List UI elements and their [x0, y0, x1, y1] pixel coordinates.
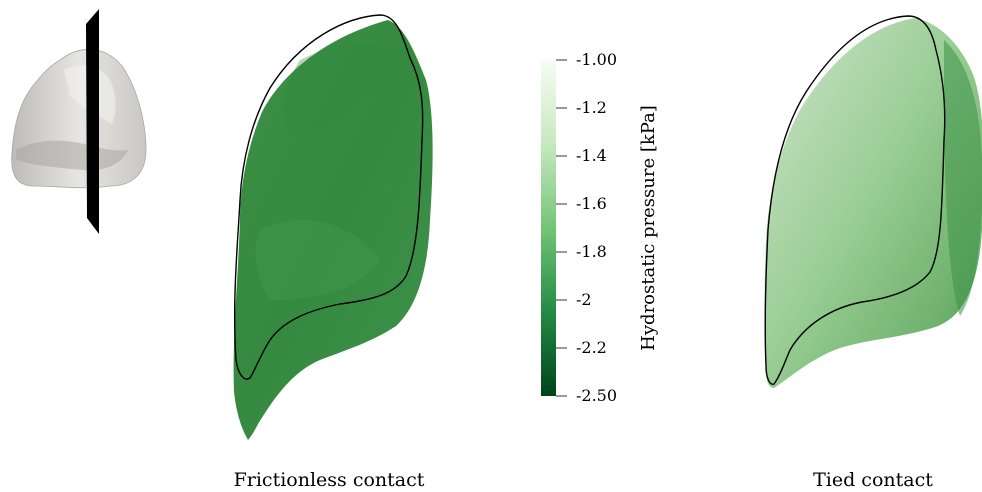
frictionless-caption: Frictionless contact	[234, 469, 425, 491]
colorbar-gradient	[541, 60, 556, 396]
colorbar-tick-label: -1.4	[576, 146, 607, 165]
colorbar-tick-label: -1.8	[576, 242, 607, 261]
frictionless-deformed-shape	[233, 20, 433, 440]
tied-panel	[764, 15, 982, 388]
tied-right-edge-shade	[944, 40, 982, 316]
cutting-plane	[86, 9, 99, 234]
colorbar-tick-label: -1.00	[576, 50, 617, 69]
colorbar: -1.00 -1.2 -1.4 -1.6 -1.8 -2 -2.2 -2.50 Hydrost…	[541, 50, 659, 405]
colorbar-tick-label: -2	[576, 290, 592, 309]
tied-reference-outline	[764, 15, 946, 385]
frictionless-facet-light	[255, 220, 380, 300]
colorbar-tick-label: -1.6	[576, 194, 607, 213]
colorbar-label: Hydrostatic pressure [kPa]	[638, 105, 659, 351]
colorbar-ticks: -1.00 -1.2 -1.4 -1.6 -1.8 -2 -2.2 -2.50	[556, 50, 617, 405]
colorbar-tick-label: -1.2	[576, 98, 607, 117]
frictionless-facet-shade	[283, 43, 400, 140]
frictionless-panel	[233, 14, 433, 440]
inset-lung-3d	[11, 9, 147, 234]
tied-deformed-shape	[764, 18, 982, 388]
colorbar-tick-label: -2.2	[576, 338, 607, 357]
frictionless-reference-outline	[233, 14, 424, 380]
tied-caption: Tied contact	[813, 469, 933, 491]
lung-shadow-fold	[16, 140, 128, 171]
colorbar-tick-label: -2.50	[576, 386, 617, 405]
